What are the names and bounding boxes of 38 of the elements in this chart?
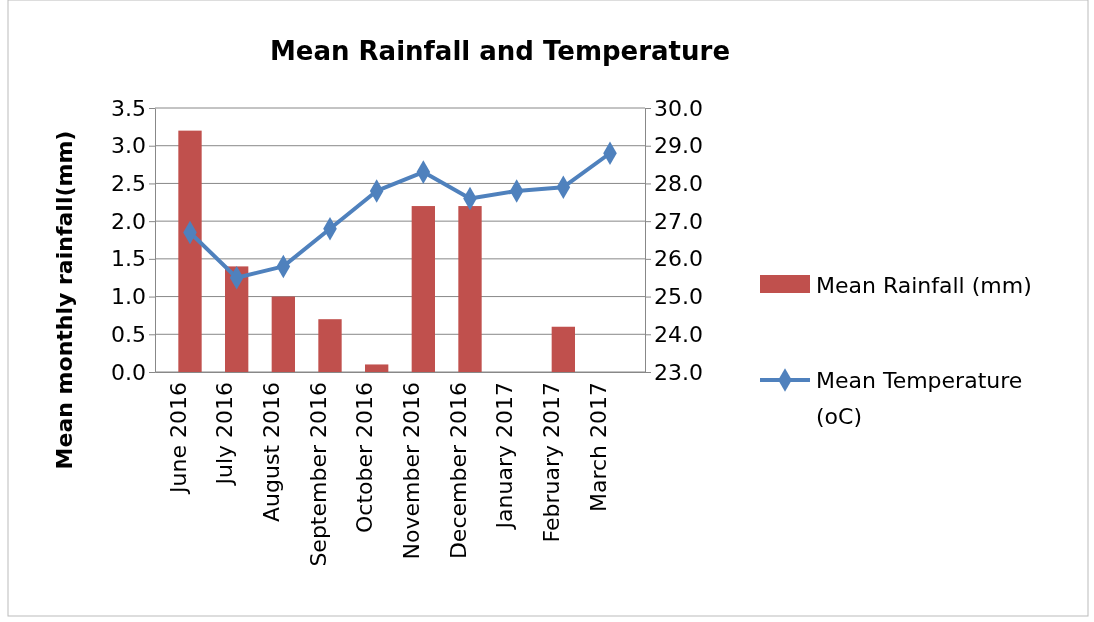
legend-label: Mean Temperature (oC)	[816, 368, 1023, 429]
y-tick-label: 0.0	[111, 359, 146, 385]
bar	[178, 130, 202, 372]
y2-tick-label: 30.0	[654, 95, 703, 121]
y2-tick-label: 26.0	[654, 246, 703, 272]
y-tick-label: 1.5	[111, 246, 146, 272]
y-tick-label: 1.0	[111, 284, 146, 310]
x-tick-label: June 2016	[165, 382, 191, 495]
y2-tick-label: 23.0	[654, 359, 703, 385]
x-tick-label: November 2016	[398, 382, 424, 560]
y2-tick-label: 25.0	[654, 284, 703, 310]
x-tick-label: December 2016	[445, 382, 471, 560]
x-tick-label: February 2017	[538, 382, 564, 543]
x-tick-label: October 2016	[352, 382, 378, 534]
y-tick-label: 2.5	[111, 170, 146, 196]
bar	[225, 266, 249, 372]
y2-tick-label: 24.0	[654, 321, 703, 347]
y-tick-label: 3.5	[111, 95, 146, 121]
x-tick-label: August 2016	[258, 382, 284, 522]
chart-title: Mean Rainfall and Temperature	[269, 36, 731, 66]
x-tick-label: January 2017	[492, 382, 518, 531]
bar	[271, 296, 295, 372]
bar	[365, 364, 389, 372]
y2-tick-label: 28.0	[654, 170, 703, 196]
bar	[458, 206, 482, 372]
bar	[318, 319, 342, 372]
y-axis-title: Mean monthly rainfall(mm)	[52, 130, 77, 470]
bar	[551, 326, 575, 372]
bar	[411, 206, 435, 372]
x-tick-label: July 2016	[212, 382, 238, 487]
x-tick-label: September 2016	[305, 382, 331, 567]
y2-tick-label: 29.0	[654, 133, 703, 159]
y2-tick-label: 27.0	[654, 208, 703, 234]
x-tick-label: March 2017	[585, 382, 611, 513]
y-tick-label: 3.0	[111, 133, 146, 159]
legend-label: Mean Rainfall (mm)	[816, 273, 1032, 298]
y-tick-label: 2.0	[111, 208, 146, 234]
y-tick-label: 0.5	[111, 321, 146, 347]
